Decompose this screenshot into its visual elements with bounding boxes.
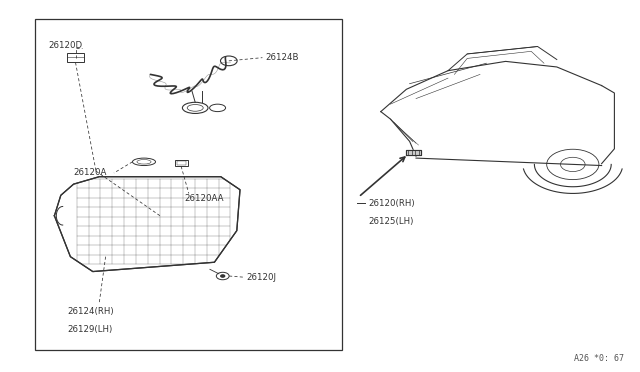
Bar xyxy=(67,53,84,62)
Text: 26120J: 26120J xyxy=(246,273,276,282)
Text: 26120AA: 26120AA xyxy=(184,194,224,203)
Bar xyxy=(175,160,188,166)
Bar xyxy=(177,161,186,165)
Text: 26120A: 26120A xyxy=(74,169,107,177)
Bar xyxy=(35,19,342,350)
Text: A26 *0: 67: A26 *0: 67 xyxy=(574,354,624,363)
Text: 26125(LH): 26125(LH) xyxy=(368,217,413,226)
Text: 26120(RH): 26120(RH) xyxy=(368,199,415,208)
Circle shape xyxy=(221,275,225,277)
Text: 26124B: 26124B xyxy=(266,53,299,62)
Text: 26124(RH): 26124(RH) xyxy=(67,307,114,316)
Text: 26129(LH): 26129(LH) xyxy=(67,325,113,334)
Text: 26120D: 26120D xyxy=(48,41,82,50)
Polygon shape xyxy=(406,150,421,155)
